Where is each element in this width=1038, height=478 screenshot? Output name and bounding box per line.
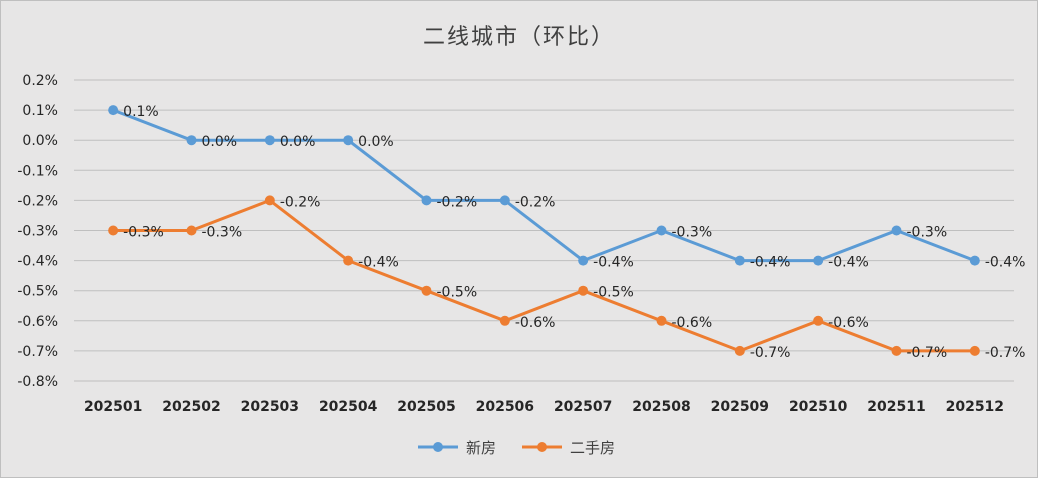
data-label: -0.4% [828, 255, 869, 271]
chart-title: 二线城市（环比） [423, 25, 615, 50]
data-label: -0.3% [672, 225, 713, 241]
data-label: -0.4% [358, 255, 399, 271]
data-point [499, 195, 510, 206]
y-axis: 0.2% 0.1% 0.0% -0.1% -0.2% -0.3% -0.4% -0.5% -0.… [17, 73, 58, 390]
data-point [421, 195, 432, 206]
y-tick-label: -0.2% [17, 193, 58, 209]
data-label: 0.1% [123, 104, 159, 120]
data-label: -0.5% [437, 285, 478, 301]
y-tick-label: -0.4% [17, 254, 58, 270]
y-tick-label: -0.3% [17, 224, 58, 240]
data-label: -0.5% [593, 285, 634, 301]
data-label: -0.3% [907, 225, 948, 241]
data-label: 0.0% [202, 134, 238, 150]
x-tick-label: 202506 [476, 399, 534, 415]
data-point [499, 315, 510, 326]
series-1: 0.1% 0.0% 0.0% 0.0% -0.2% -0.2% -0.4% -0.3% -0.4… [108, 104, 1025, 271]
data-point [734, 345, 745, 356]
data-point [656, 225, 667, 236]
legend-item: 新房 [418, 439, 496, 457]
x-tick-label: 202503 [241, 399, 299, 415]
x-tick-label: 202505 [397, 399, 455, 415]
y-tick-label: 0.1% [22, 103, 58, 119]
data-label: -0.2% [280, 194, 321, 210]
gridlines [74, 79, 1014, 382]
series-lines: 0.1% 0.0% 0.0% 0.0% -0.2% -0.2% -0.4% -0.3% -0.4… [108, 104, 1025, 361]
series-line [113, 198, 975, 353]
series-line [112, 108, 976, 263]
data-point [734, 255, 745, 266]
data-label: -0.6% [828, 315, 869, 331]
data-point [891, 225, 902, 236]
x-tick-label: 202508 [632, 399, 690, 415]
x-axis: 202501 202502 202503 202504 202505 202506 2025… [84, 399, 1004, 415]
data-label: -0.2% [515, 194, 556, 210]
legend-point-marker [537, 442, 547, 452]
x-tick-label: 202510 [789, 399, 848, 415]
data-label: -0.3% [123, 225, 164, 241]
data-label: -0.7% [750, 345, 791, 361]
data-point [186, 135, 197, 146]
legend-label: 二手房 [570, 439, 615, 457]
data-label: -0.7% [985, 345, 1026, 361]
legend: 新房 二手房 [418, 439, 615, 457]
data-point [343, 135, 354, 146]
x-tick-label: 202512 [946, 399, 1004, 415]
y-tick-label: -0.6% [17, 314, 58, 330]
data-point [578, 285, 589, 296]
data-label: 0.0% [280, 134, 316, 150]
x-tick-label: 202509 [711, 399, 769, 415]
y-tick-label: -0.8% [17, 374, 58, 390]
data-label: -0.6% [515, 315, 556, 331]
data-point [108, 105, 119, 116]
legend-label: 新房 [466, 439, 496, 457]
data-label: -0.7% [907, 345, 948, 361]
data-point [108, 225, 119, 236]
data-point [891, 345, 902, 356]
data-point [186, 225, 197, 236]
legend-point-marker [433, 442, 443, 452]
x-tick-label: 202502 [162, 399, 220, 415]
x-tick-label: 202507 [554, 399, 612, 415]
data-label: -0.2% [437, 194, 478, 210]
data-point [343, 255, 354, 266]
y-tick-label: 0.0% [22, 133, 58, 149]
x-tick-label: 202501 [84, 399, 142, 415]
data-point [264, 135, 275, 146]
data-label: -0.3% [202, 225, 243, 241]
data-label: -0.4% [750, 255, 791, 271]
data-point [264, 195, 275, 206]
data-label: -0.6% [672, 315, 713, 331]
data-point [578, 255, 589, 266]
x-tick-label: 202511 [867, 399, 925, 415]
y-tick-label: 0.2% [22, 73, 58, 89]
data-label: -0.4% [985, 255, 1026, 271]
data-point [421, 285, 432, 296]
legend-item: 二手房 [522, 439, 615, 457]
y-tick-label: -0.1% [17, 163, 58, 179]
data-point [969, 345, 980, 356]
data-point [813, 255, 824, 266]
y-tick-label: -0.5% [17, 284, 58, 300]
data-point [656, 315, 667, 326]
data-point [969, 255, 980, 266]
y-tick-label: -0.7% [17, 344, 58, 360]
data-label: -0.4% [593, 255, 634, 271]
x-tick-label: 202504 [319, 399, 378, 415]
data-label: 0.0% [358, 134, 394, 150]
data-point [813, 315, 824, 326]
series-2: -0.3% -0.3% -0.2% -0.4% -0.5% -0.6% -0.5% -0.6%… [108, 194, 1025, 361]
